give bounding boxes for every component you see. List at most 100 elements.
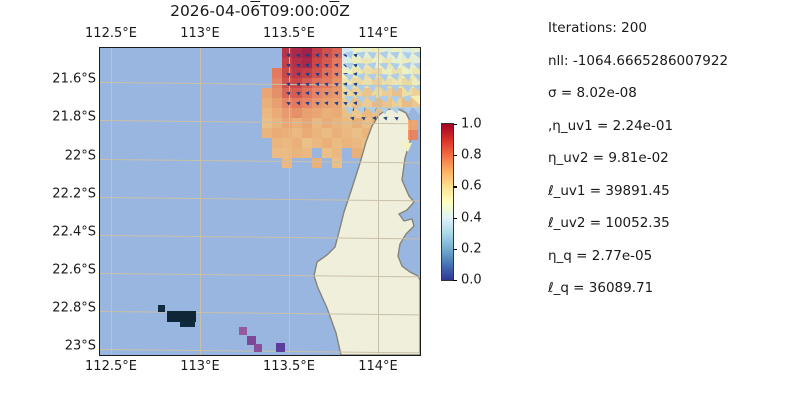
y-tick-label-3: 22.2°S [52, 186, 96, 202]
land-polygon [313, 107, 420, 355]
heatmap-cell [302, 48, 312, 58]
heatmap-cell [272, 128, 282, 138]
heatmap-cell [312, 98, 322, 108]
heatmap-cell [262, 108, 272, 118]
heatmap-cell [292, 148, 302, 158]
heatmap-cell [382, 48, 392, 58]
heatmap-cell [342, 58, 352, 68]
heatmap-cell [362, 88, 372, 98]
quiver-arrow-inner-dark [333, 90, 338, 96]
quiver-arrow-inner-dark [295, 81, 300, 86]
heatmap-cell [342, 108, 352, 118]
heatmap-cell [262, 98, 272, 108]
heatmap-cell [352, 88, 362, 98]
quiver-arrow-lower-dark [382, 115, 388, 121]
quiver-arrow-lower-dark [360, 115, 366, 121]
heatmap-cell [362, 98, 372, 108]
quiver-layer [100, 48, 420, 355]
y-tick-label-6: 22.8°S [52, 300, 96, 316]
coastline-layer [313, 107, 420, 355]
quiver-arrow-outer-light [365, 60, 377, 70]
heatmap-cell [362, 48, 372, 58]
quiver-arrow-outer-light [342, 49, 354, 59]
heatmap-cell [392, 98, 402, 108]
plot-title-segment: Z [339, 2, 350, 20]
heatmap-cell [292, 58, 302, 68]
heatmap-cell [302, 138, 312, 148]
heatmap-cell [272, 98, 282, 108]
colorbar-tick-mark-4 [453, 248, 457, 250]
x-tick-label-bottom-3: 114°E [358, 359, 398, 374]
heatmap-cell [312, 138, 322, 148]
meridian-gridline [200, 48, 201, 355]
heatmap-cell [372, 78, 382, 88]
quiver-arrow-inner-dark [285, 90, 291, 96]
quiver-arrow-inner-dark [313, 99, 320, 106]
plot-title-segment: 0 [329, 2, 340, 20]
heatmap-cell [372, 88, 382, 98]
heatmap-cell [412, 48, 420, 58]
y-tick-label-2: 22°S [64, 148, 96, 164]
observation-cell [158, 305, 165, 312]
heatmap-cell [332, 98, 342, 108]
colorbar-tick-mark-2 [453, 186, 457, 188]
heatmap-cell [392, 68, 402, 78]
heatmap-cell [272, 108, 282, 118]
heatmap-cell [332, 148, 342, 158]
quiver-arrow-outer-light [376, 59, 389, 71]
quiver-arrow-outer-light [365, 48, 377, 60]
heatmap-cell [332, 108, 342, 118]
quiver-arrow-inner-dark [333, 71, 338, 77]
quiver-arrow-inner-dark [294, 90, 301, 96]
stat-eta-uv2: η_uv2 = 9.81e-02 [548, 150, 669, 166]
colorbar [441, 123, 454, 281]
heatmap-cell [412, 88, 420, 98]
quiver-arrow-inner-dark [333, 100, 338, 105]
quiver-arrow-outer-light [365, 93, 377, 103]
plot-title-segment: T09:00:0 [260, 2, 330, 20]
stat-iterations: Iterations: 200 [548, 20, 647, 36]
heatmap-cell [302, 88, 312, 98]
quiver-arrow-inner-dark [323, 71, 329, 77]
heatmap-cell [352, 148, 362, 158]
heatmap-cell [382, 58, 392, 68]
heatmap-cell [342, 88, 352, 98]
x-tick-label-top-0: 112.5°E [85, 26, 137, 41]
map-plot [99, 47, 421, 356]
heatmap-cell [402, 58, 412, 68]
y-tick-label-0: 21.6°S [52, 71, 96, 87]
x-tick-label-bottom-0: 112.5°E [85, 359, 137, 374]
y-tick-label-4: 22.4°S [52, 224, 96, 240]
heatmap-cell [342, 128, 352, 138]
heatmap-cell [312, 68, 322, 78]
y-tick-label-1: 21.8°S [52, 109, 96, 125]
heatmap-cell [282, 88, 292, 98]
quiver-arrow-inner-dark [323, 81, 329, 86]
heatmap-cell [272, 68, 282, 78]
heatmap-cell [372, 48, 382, 58]
x-tick-label-bottom-1: 113°E [180, 359, 220, 374]
colorbar-tick-label-2: 0.6 [461, 178, 482, 194]
heatmap-cell [282, 48, 292, 58]
heatmap-cell [352, 68, 362, 78]
quiver-arrow-inner-dark [285, 71, 291, 77]
heatmap-cell [332, 48, 342, 58]
quiver-arrow-inner-dark [304, 62, 310, 67]
quiver-arrow-outer-light [377, 49, 388, 59]
heatmap-cell [282, 108, 292, 118]
heatmap-cell [282, 158, 292, 168]
quiver-arrow-inner-dark [304, 90, 310, 96]
quiver-arrow-outer-light [342, 103, 354, 115]
quiver-arrow-outer-light [411, 59, 420, 71]
heatmap-cell [362, 68, 372, 78]
heatmap-cell [272, 88, 282, 98]
quiver-arrow-outer-light [365, 103, 377, 115]
heatmap-cell [372, 98, 382, 108]
y-tick-label-7: 23°S [64, 338, 96, 354]
quiver-arrow-outer-light [399, 70, 412, 82]
heatmap-cell [302, 78, 312, 88]
quiver-arrow-highlight [409, 91, 420, 105]
heatmap-cell [352, 138, 362, 148]
stat-ell-uv2: ℓ_uv2 = 10052.35 [548, 215, 670, 231]
heatmap-cell [372, 68, 382, 78]
